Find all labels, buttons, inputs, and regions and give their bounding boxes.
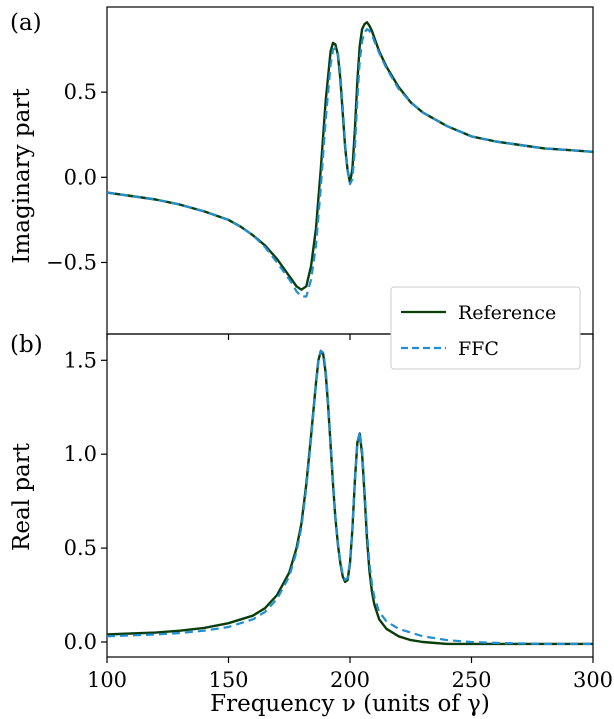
panel-b-frame [106,333,594,658]
series-line-reference [106,349,593,646]
y-tick-label: 0.0 [64,630,97,654]
panel-b-y-axis-label: Real part [9,442,35,551]
y-tick-label: 1.0 [64,442,97,466]
panel-b-lines [106,349,593,646]
x-tick-label: 250 [451,668,491,692]
series-line-reference [106,21,594,291]
y-tick-label: 0.0 [64,165,97,189]
panel-b-label: (b) [10,332,43,358]
panel-a-label: (a) [10,10,42,36]
x-tick-label: 100 [87,668,127,692]
x-axis-label: Frequency ν (units of γ) [210,691,490,717]
panel-a-lines [106,21,594,298]
legend-label-ffc: FFC [458,338,499,360]
y-tick-label: 0.5 [64,536,97,560]
panel-imaginary: −0.5 0.0 0.5 (a) Imaginary part [9,6,594,340]
panel-a-ticks: −0.5 0.0 0.5 [46,80,594,340]
y-tick-label: 0.5 [64,80,97,104]
panel-a-frame [106,6,594,335]
x-tick-label: 200 [330,668,370,692]
series-line-ffc [106,28,594,298]
x-tick-label: 150 [208,668,248,692]
y-tick-label: 1.5 [64,348,97,372]
x-tick-label: 300 [573,668,613,692]
legend: Reference FFC [390,286,581,370]
panel-a-y-axis-label: Imaginary part [9,88,35,264]
panel-real: 0.0 0.5 1.0 1.5 100 150 200 250 300 (b) Real par… [9,332,613,692]
panel-b-ticks: 0.0 0.5 1.0 1.5 100 150 200 250 300 [64,348,613,692]
legend-label-reference: Reference [458,302,556,324]
series-line-ffc [106,349,593,646]
y-tick-label: −0.5 [46,250,97,274]
